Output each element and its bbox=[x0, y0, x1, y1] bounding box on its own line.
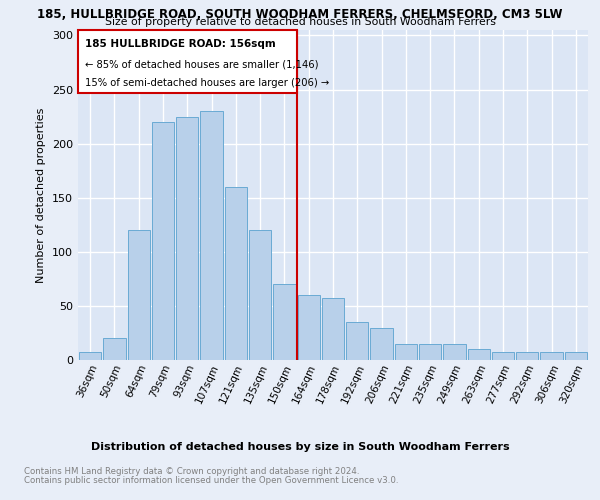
Bar bbox=[152, 122, 174, 360]
Bar bbox=[370, 328, 393, 360]
Bar bbox=[273, 284, 296, 360]
Bar bbox=[467, 349, 490, 360]
Bar bbox=[322, 298, 344, 360]
Bar bbox=[298, 295, 320, 360]
Bar bbox=[419, 344, 442, 360]
Bar bbox=[346, 322, 368, 360]
Bar bbox=[541, 352, 563, 360]
Bar bbox=[249, 230, 271, 360]
Text: Contains public sector information licensed under the Open Government Licence v3: Contains public sector information licen… bbox=[24, 476, 398, 485]
Y-axis label: Number of detached properties: Number of detached properties bbox=[37, 108, 46, 282]
Text: 15% of semi-detached houses are larger (206) →: 15% of semi-detached houses are larger (… bbox=[85, 78, 329, 88]
Text: Distribution of detached houses by size in South Woodham Ferrers: Distribution of detached houses by size … bbox=[91, 442, 509, 452]
Bar bbox=[492, 352, 514, 360]
Bar bbox=[128, 230, 150, 360]
Text: ← 85% of detached houses are smaller (1,146): ← 85% of detached houses are smaller (1,… bbox=[85, 60, 319, 70]
Bar bbox=[516, 352, 538, 360]
Bar bbox=[176, 116, 199, 360]
Text: 185, HULLBRIDGE ROAD, SOUTH WOODHAM FERRERS, CHELMSFORD, CM3 5LW: 185, HULLBRIDGE ROAD, SOUTH WOODHAM FERR… bbox=[37, 8, 563, 20]
Bar bbox=[443, 344, 466, 360]
Text: 185 HULLBRIDGE ROAD: 156sqm: 185 HULLBRIDGE ROAD: 156sqm bbox=[85, 39, 276, 49]
Bar bbox=[103, 338, 125, 360]
Text: Size of property relative to detached houses in South Woodham Ferrers: Size of property relative to detached ho… bbox=[104, 17, 496, 27]
Bar bbox=[79, 352, 101, 360]
Bar bbox=[200, 111, 223, 360]
Bar bbox=[224, 187, 247, 360]
Text: Contains HM Land Registry data © Crown copyright and database right 2024.: Contains HM Land Registry data © Crown c… bbox=[24, 468, 359, 476]
Bar bbox=[565, 352, 587, 360]
FancyBboxPatch shape bbox=[78, 30, 296, 93]
Bar bbox=[395, 344, 417, 360]
